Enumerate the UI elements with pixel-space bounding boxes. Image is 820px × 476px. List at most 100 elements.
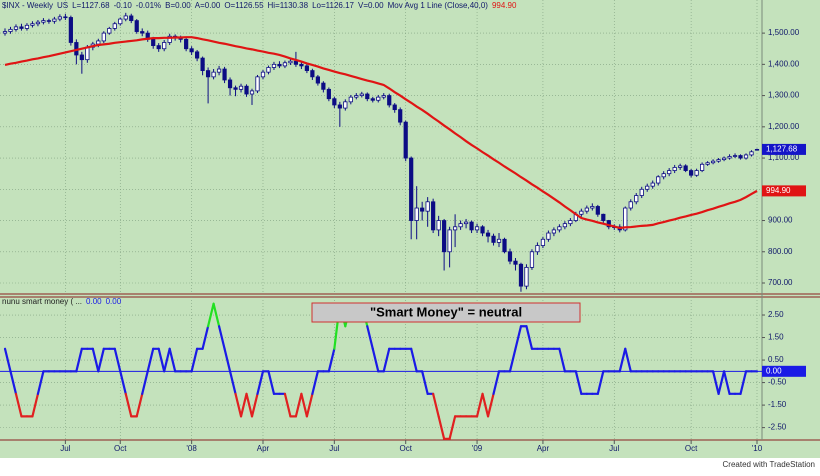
candle-body — [195, 51, 200, 59]
candle-body — [387, 95, 392, 106]
ma-tag-box — [762, 185, 806, 197]
candle-body — [288, 60, 293, 64]
candle-body — [634, 195, 639, 203]
candle-body — [8, 28, 13, 32]
candle-body — [343, 101, 348, 109]
candle-body — [13, 26, 19, 30]
indicator-segment — [234, 392, 243, 418]
header-item: nunu smart money ( ... — [2, 297, 82, 306]
indicator-segment — [305, 392, 314, 418]
candle-body — [348, 96, 353, 103]
candle-body — [184, 38, 189, 50]
y-tick-label: -2.50 — [768, 423, 787, 432]
indicator-segment — [256, 370, 265, 395]
y-tick-label: 1,500.00 — [768, 28, 800, 37]
candle-body — [436, 220, 441, 231]
candle-body — [35, 21, 41, 25]
candle-body — [546, 232, 551, 240]
candle-body — [414, 207, 419, 221]
indicator-segment — [311, 370, 319, 395]
header-item: O=1126.55 — [224, 1, 264, 10]
y-tick-label: 1,100.00 — [768, 153, 800, 162]
indicator-segment — [141, 370, 149, 395]
indicator-segment — [283, 392, 292, 418]
candle-body — [46, 20, 52, 22]
header-item: Lo=1126.17 — [312, 1, 354, 10]
candle-body — [282, 62, 288, 67]
candle-body — [524, 266, 529, 287]
x-tick-label: '09 — [472, 444, 483, 453]
candle-body — [134, 20, 139, 32]
indicator-segment — [31, 392, 40, 418]
indicator-segment — [410, 347, 418, 373]
candle-body — [30, 23, 35, 26]
header-item: Hi=1130.38 — [268, 1, 309, 10]
indicator-segment — [217, 325, 226, 350]
candle-body — [277, 63, 282, 67]
candle-body — [19, 26, 24, 29]
indicator-segment — [91, 347, 100, 373]
candle-body — [200, 57, 205, 71]
x-tick-label: '08 — [186, 444, 197, 453]
indicator-segment — [190, 347, 199, 373]
indicator-segment — [492, 370, 501, 395]
header: nunu smart money ( ... 0.00 0.00 — [2, 297, 122, 306]
indicator-segment — [250, 392, 259, 418]
candle-body — [370, 98, 375, 101]
candle-body — [167, 35, 172, 43]
header-item: 994.90 — [492, 1, 517, 10]
y-tick-label: 1.50 — [768, 333, 784, 342]
candle-body — [535, 245, 540, 253]
indicator-segment — [574, 370, 583, 395]
indicator-segment — [97, 347, 105, 373]
candle-body — [678, 165, 683, 168]
indicator-segment — [486, 392, 495, 418]
candle-body — [562, 223, 567, 228]
indicator-segment — [371, 347, 380, 373]
candle-body — [584, 207, 589, 212]
indicator-segment — [124, 392, 133, 418]
indicator-segment — [618, 347, 627, 373]
candle-body — [304, 65, 309, 71]
candle-body — [315, 76, 320, 84]
y-tick-label: 2.50 — [768, 310, 784, 319]
x-tick-label: Jul — [329, 444, 339, 453]
candle-body — [233, 87, 238, 90]
indicator-segment — [157, 347, 166, 373]
close-tag-box — [762, 143, 806, 155]
annotation: "Smart Money" = neutral — [370, 304, 522, 319]
candle-body — [310, 70, 315, 78]
candle-body — [705, 162, 710, 165]
footer: Created with TradeStation — [723, 460, 816, 469]
indicator-segment — [9, 370, 18, 395]
indicator-segment — [14, 392, 23, 418]
candle-body — [732, 155, 738, 157]
candle-body — [266, 67, 271, 73]
candle-body — [337, 104, 342, 109]
candle-body — [442, 220, 447, 253]
candle-body — [381, 95, 386, 98]
indicator-segment — [382, 347, 391, 373]
candle-body — [579, 210, 584, 215]
x-tick-label: Oct — [114, 444, 127, 453]
candle-body — [590, 206, 595, 209]
candle-body — [656, 176, 661, 184]
indicator-segment — [146, 347, 155, 373]
candle-body — [453, 226, 458, 231]
candle-body — [63, 16, 68, 19]
candle-body — [743, 154, 749, 159]
moving-average — [4, 36, 758, 230]
header-item: A=0.00 — [195, 1, 221, 10]
candle-body — [359, 93, 364, 96]
candle-body — [672, 167, 677, 171]
candle-body — [754, 149, 760, 151]
candle-body — [469, 221, 474, 231]
ma-tag: 994.90 — [766, 186, 791, 195]
candle-body — [474, 226, 480, 231]
y-tick-label: -1.50 — [768, 400, 787, 409]
candle-body — [376, 96, 381, 101]
annotation-box — [311, 302, 581, 323]
indicator-segment — [432, 392, 440, 418]
